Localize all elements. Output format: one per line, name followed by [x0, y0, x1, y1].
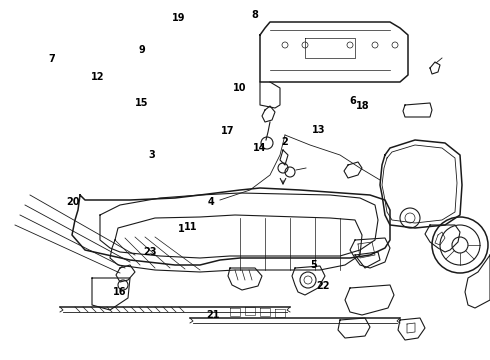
- Text: 1: 1: [178, 224, 185, 234]
- Text: 14: 14: [253, 143, 267, 153]
- Text: 23: 23: [144, 247, 157, 257]
- Text: 12: 12: [91, 72, 105, 82]
- Text: 11: 11: [184, 222, 198, 232]
- Text: 9: 9: [139, 45, 146, 55]
- Text: 20: 20: [66, 197, 79, 207]
- Text: 4: 4: [207, 197, 214, 207]
- Text: 8: 8: [251, 10, 258, 20]
- Text: 22: 22: [317, 281, 330, 291]
- Text: 3: 3: [148, 150, 155, 160]
- Text: 13: 13: [312, 125, 325, 135]
- Text: 19: 19: [172, 13, 186, 23]
- Text: 17: 17: [221, 126, 235, 136]
- Text: 18: 18: [356, 101, 369, 111]
- Text: 16: 16: [113, 287, 127, 297]
- Text: 5: 5: [310, 260, 317, 270]
- Text: 15: 15: [135, 98, 149, 108]
- Text: 6: 6: [349, 96, 356, 106]
- Text: 7: 7: [48, 54, 55, 64]
- Text: 2: 2: [281, 137, 288, 147]
- Text: 10: 10: [233, 83, 247, 93]
- Text: 21: 21: [206, 310, 220, 320]
